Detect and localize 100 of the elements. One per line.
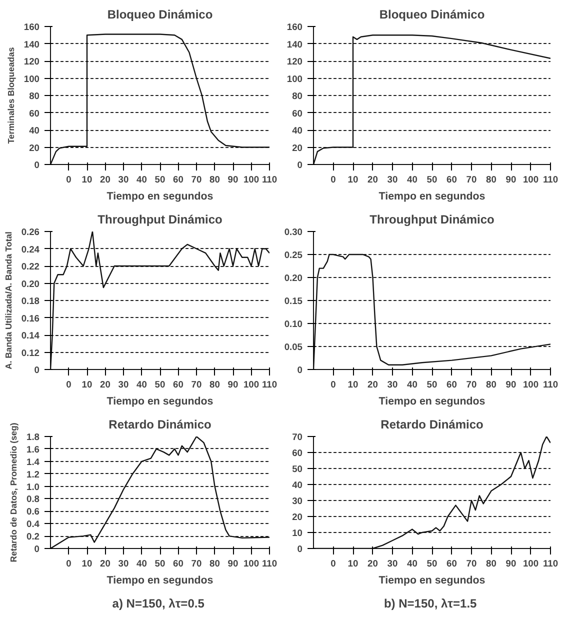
x-tick-label: 80 — [210, 380, 220, 390]
y-tick-label: 30 — [292, 496, 303, 506]
x-axis-title: Tiempo en segundos — [378, 396, 486, 408]
x-tick-label: 20 — [368, 558, 378, 568]
y-tick-label: 1.0 — [26, 482, 40, 492]
x-tick-label: 40 — [407, 558, 418, 568]
y-tick-label: 0.14 — [21, 330, 40, 340]
y-tick-label: 50 — [292, 464, 303, 474]
x-tick-label: 90 — [506, 174, 516, 184]
y-tick-label: 0 — [34, 365, 40, 375]
y-tick-label: 1.4 — [26, 456, 40, 467]
y-tick-label: 0.4 — [26, 519, 40, 530]
y-tick-label: 0 — [34, 544, 40, 554]
x-tick-label: 30 — [118, 380, 129, 390]
x-tick-label: 40 — [407, 380, 418, 390]
x-tick-label: 10 — [82, 558, 92, 568]
x-tick-label: 0 — [66, 380, 72, 390]
x-tick-label: 0 — [330, 380, 336, 390]
y-tick-label: 0 — [297, 544, 303, 554]
x-tick-label: 50 — [426, 174, 438, 184]
y-tick-label: 0.20 — [284, 273, 302, 283]
x-tick-label: 60 — [173, 174, 184, 184]
x-tick-label: 40 — [407, 174, 418, 184]
y-tick-label: 160 — [24, 22, 40, 32]
y-tick-label: 100 — [24, 74, 40, 84]
x-tick-label: 30 — [118, 558, 129, 568]
x-tick-label: 30 — [387, 558, 398, 568]
x-tick-label: 100 — [243, 380, 260, 390]
y-tick-label: 80 — [292, 91, 303, 101]
x-tick-label: 70 — [466, 174, 477, 184]
y-tick-label: 0.25 — [284, 250, 302, 260]
x-tick-label: 80 — [486, 380, 496, 390]
x-tick-label: 110 — [542, 174, 558, 184]
x-tick-label: 50 — [426, 380, 438, 390]
y-axis-title: A. Banda Utilizada/A. Banda Total — [3, 232, 14, 370]
y-tick-label: 0.24 — [21, 244, 40, 254]
x-tick-label: 50 — [154, 558, 166, 568]
y-tick-label: 0 — [297, 160, 303, 170]
y-tick-label: 0 — [297, 365, 303, 375]
x-tick-label: 90 — [506, 558, 516, 568]
x-tick-label: 0 — [330, 174, 336, 184]
x-tick-label: 70 — [466, 558, 477, 568]
x-tick-label: 40 — [136, 380, 147, 390]
x-tick-label: 80 — [210, 558, 220, 568]
x-tick-label: 100 — [522, 380, 539, 390]
y-tick-label: 0.20 — [21, 278, 40, 289]
y-tick-label: 0.16 — [21, 313, 40, 324]
x-tick-label: 90 — [228, 558, 238, 568]
x-tick-label: 10 — [348, 558, 358, 568]
y-tick-label: 140 — [286, 39, 303, 50]
y-tick-label: 0.05 — [284, 342, 302, 352]
y-tick-label: 0.15 — [284, 296, 302, 306]
y-tick-label: 0.30 — [284, 227, 302, 237]
x-tick-label: 50 — [154, 380, 166, 390]
x-axis-title: Tiempo en segundos — [378, 190, 486, 202]
y-tick-label: 1.8 — [26, 432, 40, 442]
x-tick-label: 20 — [100, 558, 110, 568]
x-tick-label: 100 — [522, 174, 539, 184]
y-tick-label: 20 — [292, 512, 303, 522]
chart-title: Retardo Dinámico — [108, 418, 212, 432]
y-tick-label: 60 — [292, 448, 303, 458]
x-tick-label: 110 — [542, 558, 558, 568]
x-tick-label: 40 — [136, 174, 147, 184]
y-tick-label: 0.6 — [26, 506, 40, 517]
x-tick-label: 10 — [348, 380, 358, 390]
y-tick-label: 0.8 — [26, 494, 40, 504]
y-tick-label: 140 — [24, 39, 40, 50]
x-tick-label: 60 — [173, 380, 184, 390]
x-tick-label: 70 — [191, 174, 202, 184]
y-tick-label: 1.2 — [26, 469, 40, 480]
x-tick-label: 60 — [446, 380, 457, 390]
y-tick-label: 0.12 — [21, 348, 40, 358]
x-tick-label: 110 — [262, 174, 278, 184]
x-tick-label: 10 — [348, 174, 358, 184]
y-tick-label: 70 — [292, 432, 303, 442]
x-tick-label: 20 — [100, 380, 110, 390]
y-tick-label: 20 — [292, 142, 303, 153]
x-tick-label: 0 — [66, 558, 72, 568]
x-tick-label: 20 — [368, 174, 378, 184]
y-tick-label: 160 — [286, 22, 303, 32]
x-tick-label: 30 — [387, 380, 398, 390]
x-tick-label: 10 — [82, 380, 92, 390]
y-tick-label: 40 — [29, 126, 40, 136]
y-tick-label: 120 — [286, 56, 303, 66]
y-tick-label: 20 — [29, 142, 40, 153]
x-tick-label: 70 — [191, 380, 202, 390]
x-tick-label: 90 — [228, 380, 238, 390]
y-tick-label: 0 — [34, 160, 40, 170]
x-tick-label: 50 — [426, 558, 438, 568]
x-tick-label: 80 — [210, 174, 220, 184]
x-tick-label: 70 — [191, 558, 202, 568]
chart-title: Bloqueo Dinámico — [379, 8, 485, 22]
x-tick-label: 30 — [118, 174, 129, 184]
y-tick-label: 120 — [24, 56, 40, 66]
x-tick-label: 60 — [446, 174, 457, 184]
x-tick-label: 20 — [100, 174, 110, 184]
x-tick-label: 40 — [136, 558, 147, 568]
text: a) N=150, λτ=0.5 — [112, 596, 205, 610]
chart-title: Throughput Dinámico — [370, 212, 494, 226]
y-tick-label: 0.26 — [21, 227, 40, 237]
